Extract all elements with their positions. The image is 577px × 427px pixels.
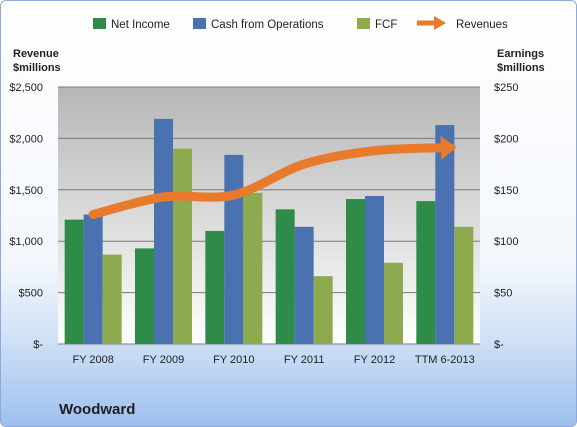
bar-cash-from-operations [435, 125, 455, 344]
left-tick-label: $2,000 [9, 133, 43, 145]
legend-swatch-net-income [93, 18, 106, 29]
x-tick-label: TTM 6-2013 [415, 354, 475, 366]
legend-label-net-income: Net Income [111, 19, 170, 31]
bar-net-income [416, 201, 436, 344]
revenue-arrowhead [440, 135, 457, 160]
x-axis: FY 2008 FY 2009 FY 2010 FY 2011 FY 2012 TTM 6… [72, 354, 474, 366]
bar-cash-from-operations [365, 195, 384, 344]
revenue-line [88, 135, 457, 219]
bar-fcf [313, 276, 333, 344]
bar-net-income [346, 199, 365, 344]
legend-label-revenues: Revenues [456, 19, 508, 31]
bar-cash-from-operations [154, 118, 173, 344]
right-tick-label: $200 [494, 133, 518, 145]
plot-area [58, 87, 480, 344]
left-axis-title-line1: Revenue [13, 48, 59, 60]
company-name: Woodward [59, 401, 135, 418]
left-axis-title-line2: $millions [13, 62, 61, 74]
left-axis: $- $500 $1,000 $1,500 $2,000 $2,500 [9, 82, 43, 351]
bar-net-income [64, 219, 84, 344]
left-tick-label: $500 [19, 288, 43, 300]
right-axis: $- $50 $100 $150 $200 $250 [494, 82, 518, 351]
right-tick-label: $150 [494, 185, 518, 197]
right-axis-title-line2: $millions [497, 62, 545, 74]
bar-fcf [454, 226, 474, 344]
left-tick-label: $1,000 [9, 236, 43, 248]
bar-fcf [173, 148, 192, 344]
legend-swatch-cash-from-operations [193, 18, 206, 29]
gridlines [58, 86, 480, 345]
bar-net-income [205, 230, 225, 344]
bar-fcf [243, 192, 263, 344]
x-tick-label: FY 2009 [143, 354, 184, 366]
legend: Net Income Cash from Operations FCF Reve… [93, 16, 508, 31]
x-tick-label: FY 2010 [213, 354, 254, 366]
bar-net-income [135, 248, 154, 344]
bar-cash-from-operations [224, 154, 244, 344]
bar-fcf [102, 254, 122, 344]
legend-arrowhead-revenues [434, 16, 446, 30]
legend-label-fcf: FCF [375, 19, 397, 31]
legend-label-cash-from-operations: Cash from Operations [211, 19, 324, 31]
x-tick-label: FY 2011 [284, 354, 325, 366]
left-tick-label: $- [33, 339, 43, 351]
x-tick-label: FY 2012 [354, 354, 395, 366]
revenue-line-path [88, 143, 450, 219]
bars [64, 118, 474, 344]
left-tick-label: $1,500 [9, 185, 43, 197]
right-axis-title-line1: Earnings [497, 48, 544, 60]
bar-cash-from-operations [294, 226, 314, 344]
right-tick-label: $50 [494, 288, 512, 300]
right-tick-label: $- [494, 339, 504, 351]
bar-cash-from-operations [83, 214, 103, 344]
bar-net-income [275, 209, 295, 344]
x-tick-label: FY 2008 [72, 354, 113, 366]
bar-fcf [384, 262, 403, 344]
legend-swatch-fcf [357, 18, 370, 29]
right-tick-label: $250 [494, 82, 518, 94]
left-tick-label: $2,500 [9, 82, 43, 94]
right-tick-label: $100 [494, 236, 518, 248]
